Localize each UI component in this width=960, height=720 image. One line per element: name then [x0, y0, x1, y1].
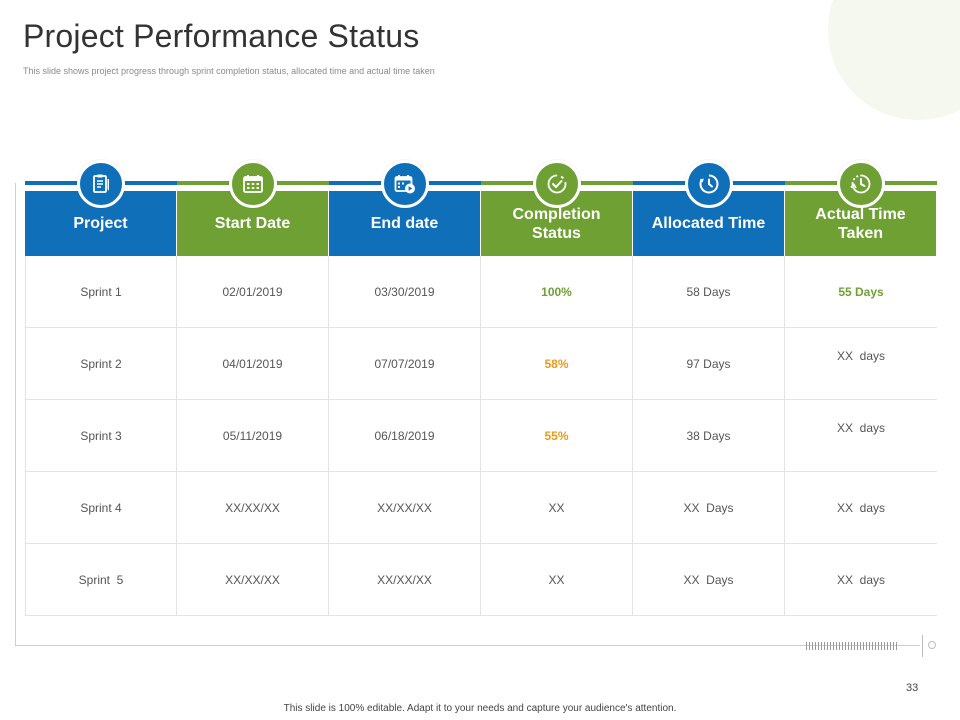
column-top-allocated — [633, 160, 785, 208]
table-cell-completion: 100% — [481, 256, 633, 328]
table-cell-project: Sprint 1 — [25, 256, 177, 328]
table-cell-actual: XX days — [785, 400, 937, 472]
ruler-end-dot — [928, 641, 936, 649]
table-cell-allocated: 58 Days — [633, 256, 785, 328]
table-cell-completion: XX — [481, 544, 633, 616]
column-top-end-date — [329, 160, 481, 208]
page-title: Project Performance Status — [23, 18, 420, 54]
table-cell-actual: XX days — [785, 544, 937, 616]
table-cell-allocated: 38 Days — [633, 400, 785, 472]
table-cell-end-date: 06/18/2019 — [329, 400, 481, 472]
ruler-end-line — [922, 635, 923, 657]
table-cell-start-date: 05/11/2019 — [177, 400, 329, 472]
table-cell-end-date: XX/XX/XX — [329, 472, 481, 544]
table-cell-allocated: XX Days — [633, 472, 785, 544]
calendar-play-icon — [381, 160, 429, 208]
table-cell-project: Sprint 2 — [25, 328, 177, 400]
table-cell-start-date: 04/01/2019 — [177, 328, 329, 400]
clipboard-icon — [77, 160, 125, 208]
ruler-decoration — [806, 642, 898, 650]
table-frame — [15, 183, 920, 646]
table-cell-completion: XX — [481, 472, 633, 544]
performance-table: Project Start Date End date Completion S… — [25, 160, 937, 616]
page-subtitle: This slide shows project progress throug… — [23, 66, 435, 76]
table-cell-start-date: 02/01/2019 — [177, 256, 329, 328]
table-cell-project: Sprint 5 — [25, 544, 177, 616]
table-cell-start-date: XX/XX/XX — [177, 544, 329, 616]
column-top-actual — [785, 160, 937, 208]
table-cell-allocated: 97 Days — [633, 328, 785, 400]
table-cell-project: Sprint 4 — [25, 472, 177, 544]
table-cell-allocated: XX Days — [633, 544, 785, 616]
stopwatch-icon — [837, 160, 885, 208]
table-cell-end-date: 03/30/2019 — [329, 256, 481, 328]
table-cell-completion: 58% — [481, 328, 633, 400]
table-cell-completion: 55% — [481, 400, 633, 472]
table-cell-actual: XX days — [785, 328, 937, 400]
table-cell-end-date: XX/XX/XX — [329, 544, 481, 616]
table-cell-start-date: XX/XX/XX — [177, 472, 329, 544]
table-cell-actual: 55 Days — [785, 256, 937, 328]
calendar-icon — [229, 160, 277, 208]
clock-icon — [685, 160, 733, 208]
table-cell-project: Sprint 3 — [25, 400, 177, 472]
footer-note: This slide is 100% editable. Adapt it to… — [283, 703, 677, 714]
column-top-project — [25, 160, 177, 208]
decorative-circle — [828, 0, 960, 120]
column-top-start-date — [177, 160, 329, 208]
check-circle-icon — [533, 160, 581, 208]
column-top-completion — [481, 160, 633, 208]
table-cell-actual: XX days — [785, 472, 937, 544]
page-number: 33 — [906, 682, 919, 694]
table-cell-end-date: 07/07/2019 — [329, 328, 481, 400]
